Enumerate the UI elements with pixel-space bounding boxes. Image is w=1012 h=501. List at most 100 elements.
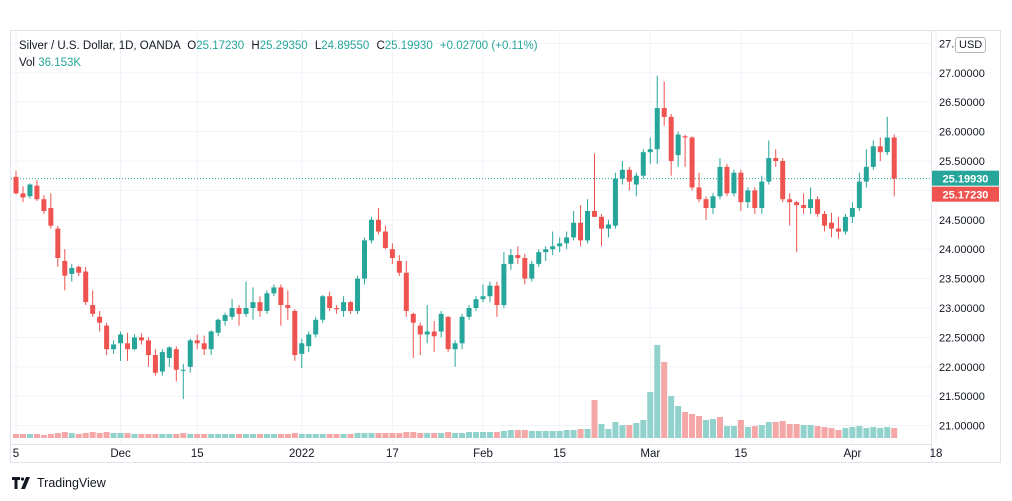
candle: [870, 140, 876, 170]
candle: [159, 349, 165, 376]
candle-body: [856, 181, 862, 209]
price-axis[interactable]: 27.5000027.0000026.5000026.0000025.50000…: [932, 38, 999, 433]
volume-bar: [180, 433, 187, 438]
candle-body: [640, 152, 646, 176]
chart-widget[interactable]: 27.5000027.0000026.5000026.0000025.50000…: [10, 30, 1001, 463]
candle-body: [243, 308, 249, 314]
volume-bar: [703, 420, 710, 438]
volume-bar: [459, 433, 466, 438]
volume-bar: [556, 431, 563, 438]
tradingview-logo-icon: [12, 477, 30, 489]
candle-body: [717, 166, 723, 197]
volume-bar: [682, 412, 689, 438]
volume-bar: [389, 433, 396, 438]
candle-body: [375, 219, 381, 232]
candle: [738, 169, 744, 211]
candle-body: [55, 228, 61, 259]
candle: [529, 260, 535, 282]
candle-body: [97, 316, 103, 323]
candle: [375, 208, 381, 235]
price-tick-label: 24.00000: [939, 244, 985, 256]
candle-body: [131, 337, 137, 350]
candle: [619, 160, 625, 185]
candle-body: [724, 166, 730, 194]
time-tick-label: Feb: [473, 448, 493, 460]
volume-bar: [612, 422, 619, 438]
candle-body: [564, 237, 570, 244]
high-value: 25.29350: [259, 40, 308, 52]
candle: [501, 252, 507, 309]
candle: [452, 340, 458, 367]
last-open-price-label: 25.17230: [932, 186, 999, 202]
volume-bar: [256, 434, 263, 438]
candle: [835, 216, 841, 239]
price-tick-label: 27.00000: [939, 68, 985, 80]
candle-body: [292, 310, 298, 356]
volume-bar: [884, 427, 891, 438]
candle: [494, 281, 500, 317]
volume-bar: [354, 433, 361, 438]
candle-body: [870, 146, 876, 167]
volume-bar: [514, 430, 521, 438]
volume-bar: [236, 434, 243, 438]
volume-bar: [124, 433, 131, 438]
volume-bar: [277, 434, 284, 438]
candle-body: [62, 260, 68, 276]
volume-bar: [507, 430, 514, 438]
volume-bar: [424, 433, 431, 438]
candlestick-chart[interactable]: 27.5000027.0000026.5000026.0000025.50000…: [11, 31, 1000, 462]
price-tick-label: 22.00000: [939, 362, 985, 374]
candle-body: [403, 272, 409, 311]
volume-bar: [333, 434, 340, 438]
volume-bar: [159, 434, 166, 438]
time-tick-label: 5: [13, 448, 19, 460]
candle: [313, 316, 319, 338]
candle-body: [173, 349, 179, 370]
candle: [285, 290, 291, 320]
volume-bar: [584, 429, 591, 438]
candle-body: [41, 199, 47, 211]
time-tick-label: Dec: [110, 448, 131, 460]
volume-bar: [33, 434, 40, 438]
time-axis[interactable]: 5 Dec 15 2022 17 Feb 15 Mar 15 Apr 18: [13, 448, 943, 460]
candle-body: [299, 343, 305, 354]
volume-bar: [417, 433, 424, 438]
volume-bar: [535, 431, 542, 438]
volume-bar: [61, 432, 68, 438]
candle: [863, 149, 869, 188]
candle: [445, 316, 451, 353]
tradingview-brand[interactable]: TradingView: [37, 476, 106, 490]
candle: [780, 158, 786, 203]
candle-body: [452, 343, 458, 350]
candle-body: [229, 308, 235, 317]
candle-body: [515, 255, 521, 259]
currency-button[interactable]: USD: [955, 37, 987, 53]
volume-bar: [145, 434, 152, 438]
candle: [661, 81, 667, 126]
candle: [654, 75, 660, 164]
volume-value: 36.153K: [38, 57, 82, 69]
candle: [278, 284, 284, 326]
candle: [69, 263, 75, 282]
candle: [131, 334, 137, 351]
tradingview-footer[interactable]: TradingView: [12, 476, 106, 490]
volume-bar: [849, 427, 856, 438]
candle: [724, 163, 730, 197]
candle-body: [466, 308, 472, 317]
candle-body: [494, 285, 500, 306]
candle: [466, 305, 472, 320]
volume-bar: [54, 433, 61, 438]
candle-body: [34, 185, 40, 200]
candle-body: [759, 181, 765, 209]
volume-bar: [229, 434, 236, 438]
symbol-title[interactable]: Silver / U.S. Dollar, 1D, OANDA: [19, 40, 181, 52]
time-tick-label: 15: [734, 448, 747, 460]
candle-body: [849, 208, 855, 217]
volume-bar: [445, 432, 452, 438]
volume-bar: [403, 432, 410, 438]
volume-bar: [591, 400, 598, 438]
candle: [856, 172, 862, 211]
volume-bar: [542, 431, 549, 438]
candle: [696, 172, 702, 203]
candle-body: [766, 158, 772, 182]
